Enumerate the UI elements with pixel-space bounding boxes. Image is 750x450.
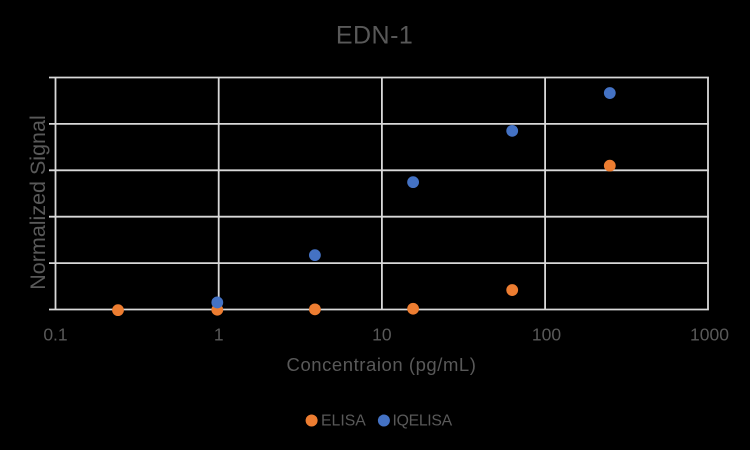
- svg-text:1: 1: [214, 325, 224, 345]
- svg-text:EDN-1: EDN-1: [336, 22, 414, 50]
- svg-text:1000: 1000: [690, 325, 729, 345]
- svg-text:ELISA: ELISA: [321, 413, 366, 430]
- svg-text:Normalized Signal: Normalized Signal: [26, 115, 50, 289]
- svg-text:100: 100: [532, 325, 561, 345]
- svg-text:10: 10: [372, 325, 392, 345]
- svg-text:Concentraion (pg/mL): Concentraion (pg/mL): [287, 354, 477, 375]
- svg-text:0.1: 0.1: [43, 325, 67, 345]
- svg-text:IQELISA: IQELISA: [393, 413, 453, 430]
